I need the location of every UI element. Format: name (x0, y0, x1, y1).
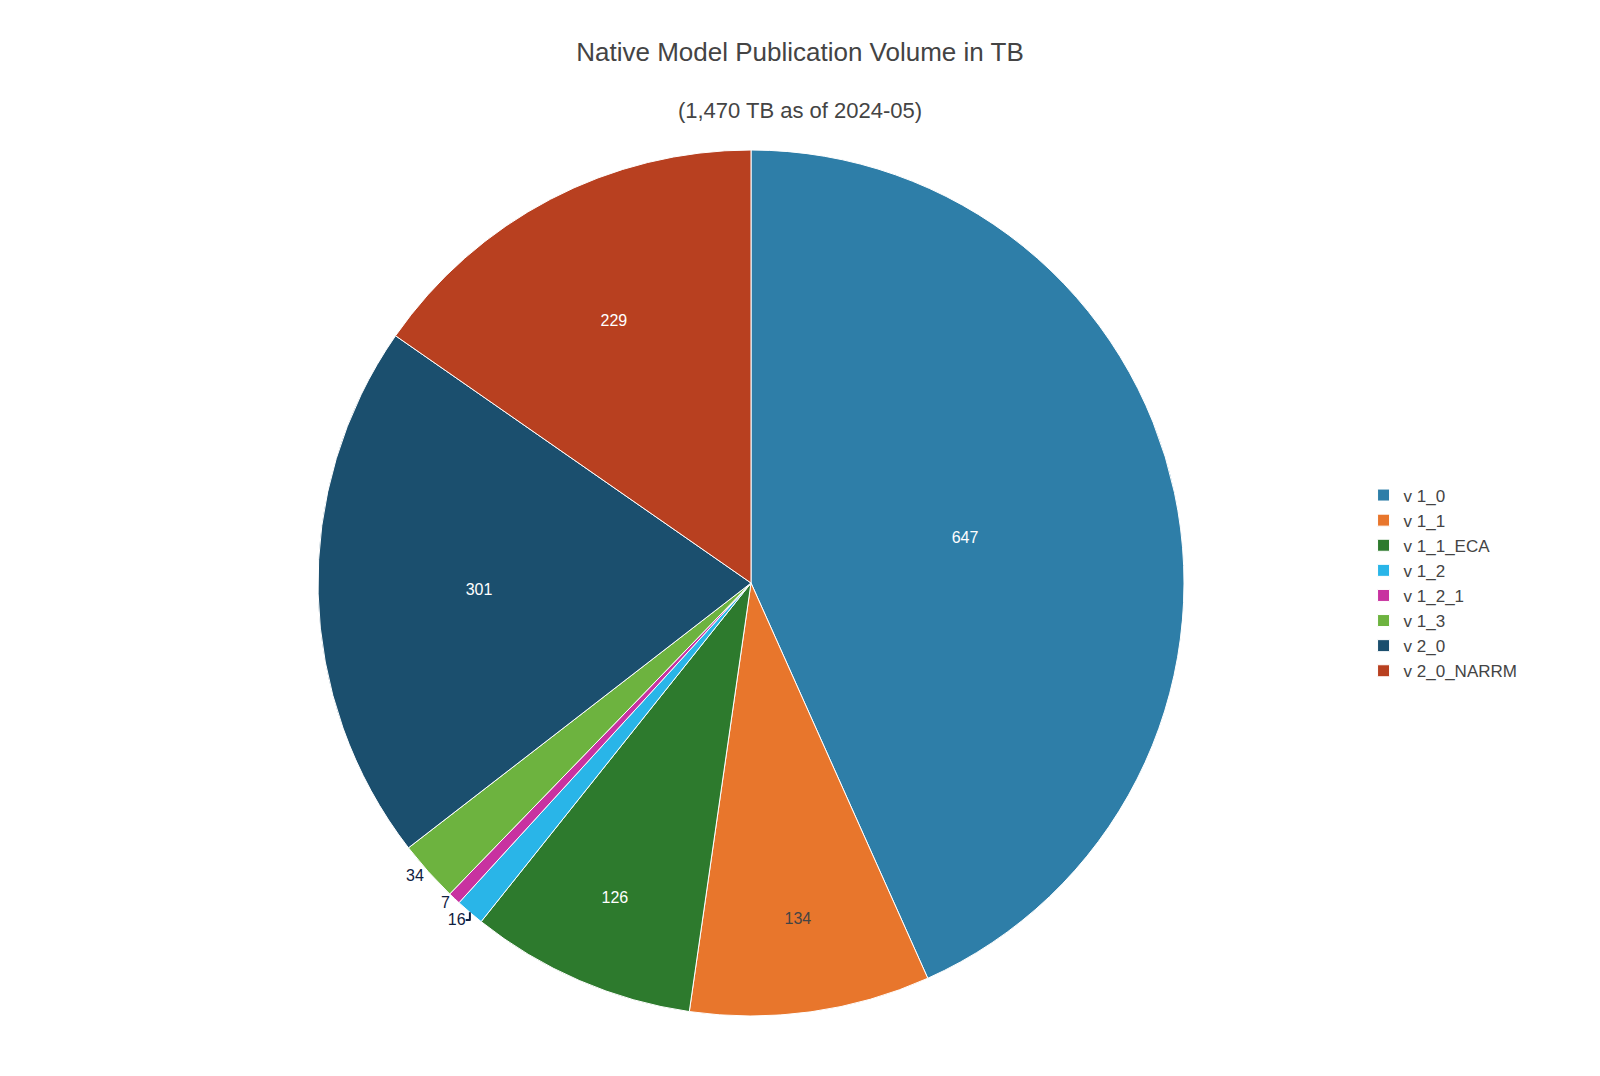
svg-text:126: 126 (601, 889, 628, 906)
svg-text:301: 301 (466, 581, 493, 598)
svg-text:v 1_1_ECA: v 1_1_ECA (1404, 537, 1491, 556)
svg-text:134: 134 (784, 910, 811, 927)
svg-text:229: 229 (601, 312, 628, 329)
svg-text:(1,470 TB as of 2024-05): (1,470 TB as of 2024-05) (678, 98, 922, 123)
svg-text:7: 7 (441, 894, 450, 911)
svg-text:34: 34 (406, 867, 424, 884)
svg-text:v 2_0: v 2_0 (1404, 637, 1446, 656)
svg-text:v 1_2: v 1_2 (1404, 562, 1446, 581)
svg-text:16: 16 (448, 911, 466, 928)
svg-text:v 1_1: v 1_1 (1404, 512, 1446, 531)
svg-text:Native Model Publication Volum: Native Model Publication Volume in TB (576, 37, 1024, 67)
svg-text:647: 647 (952, 529, 979, 546)
svg-text:v 2_0_NARRM: v 2_0_NARRM (1404, 662, 1517, 681)
svg-text:v 1_2_1: v 1_2_1 (1404, 587, 1465, 606)
svg-text:v 1_3: v 1_3 (1404, 612, 1446, 631)
svg-text:v 1_0: v 1_0 (1404, 487, 1446, 506)
